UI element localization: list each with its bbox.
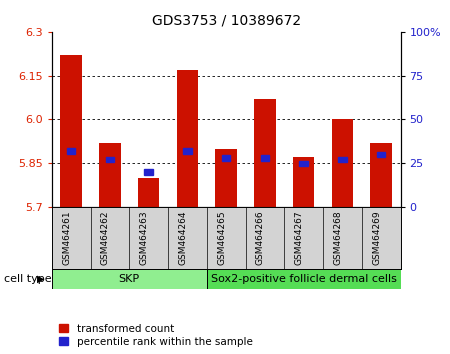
Bar bbox=[222, 155, 230, 161]
Bar bbox=[138, 178, 159, 207]
Bar bbox=[254, 99, 275, 207]
Bar bbox=[177, 70, 198, 207]
Bar bbox=[370, 143, 392, 207]
Bar bbox=[293, 158, 314, 207]
Bar bbox=[261, 155, 269, 161]
Bar bbox=[67, 148, 76, 154]
Bar bbox=[377, 152, 385, 157]
Text: GSM464262: GSM464262 bbox=[101, 210, 110, 265]
Bar bbox=[52, 269, 207, 289]
Text: GSM464266: GSM464266 bbox=[256, 210, 265, 265]
Bar bbox=[60, 55, 82, 207]
Text: ▶: ▶ bbox=[37, 274, 45, 284]
Text: GSM464263: GSM464263 bbox=[140, 210, 148, 265]
Text: GSM464267: GSM464267 bbox=[295, 210, 304, 265]
Bar bbox=[216, 149, 237, 207]
Title: GDS3753 / 10389672: GDS3753 / 10389672 bbox=[152, 14, 301, 28]
Text: Sox2-positive follicle dermal cells: Sox2-positive follicle dermal cells bbox=[211, 274, 396, 284]
Bar bbox=[332, 119, 353, 207]
Text: GSM464265: GSM464265 bbox=[217, 210, 226, 265]
Bar bbox=[144, 170, 153, 175]
Bar bbox=[338, 157, 346, 162]
Legend: transformed count, percentile rank within the sample: transformed count, percentile rank withi… bbox=[57, 321, 255, 349]
Text: SKP: SKP bbox=[119, 274, 140, 284]
Bar bbox=[299, 161, 308, 166]
Bar bbox=[99, 143, 121, 207]
Text: GSM464264: GSM464264 bbox=[178, 210, 187, 265]
Bar bbox=[106, 157, 114, 162]
Text: GSM464269: GSM464269 bbox=[372, 210, 381, 265]
Text: cell type: cell type bbox=[4, 274, 52, 284]
Bar bbox=[207, 269, 400, 289]
Text: GSM464268: GSM464268 bbox=[333, 210, 342, 265]
Text: GSM464261: GSM464261 bbox=[62, 210, 71, 265]
Bar bbox=[183, 148, 192, 154]
